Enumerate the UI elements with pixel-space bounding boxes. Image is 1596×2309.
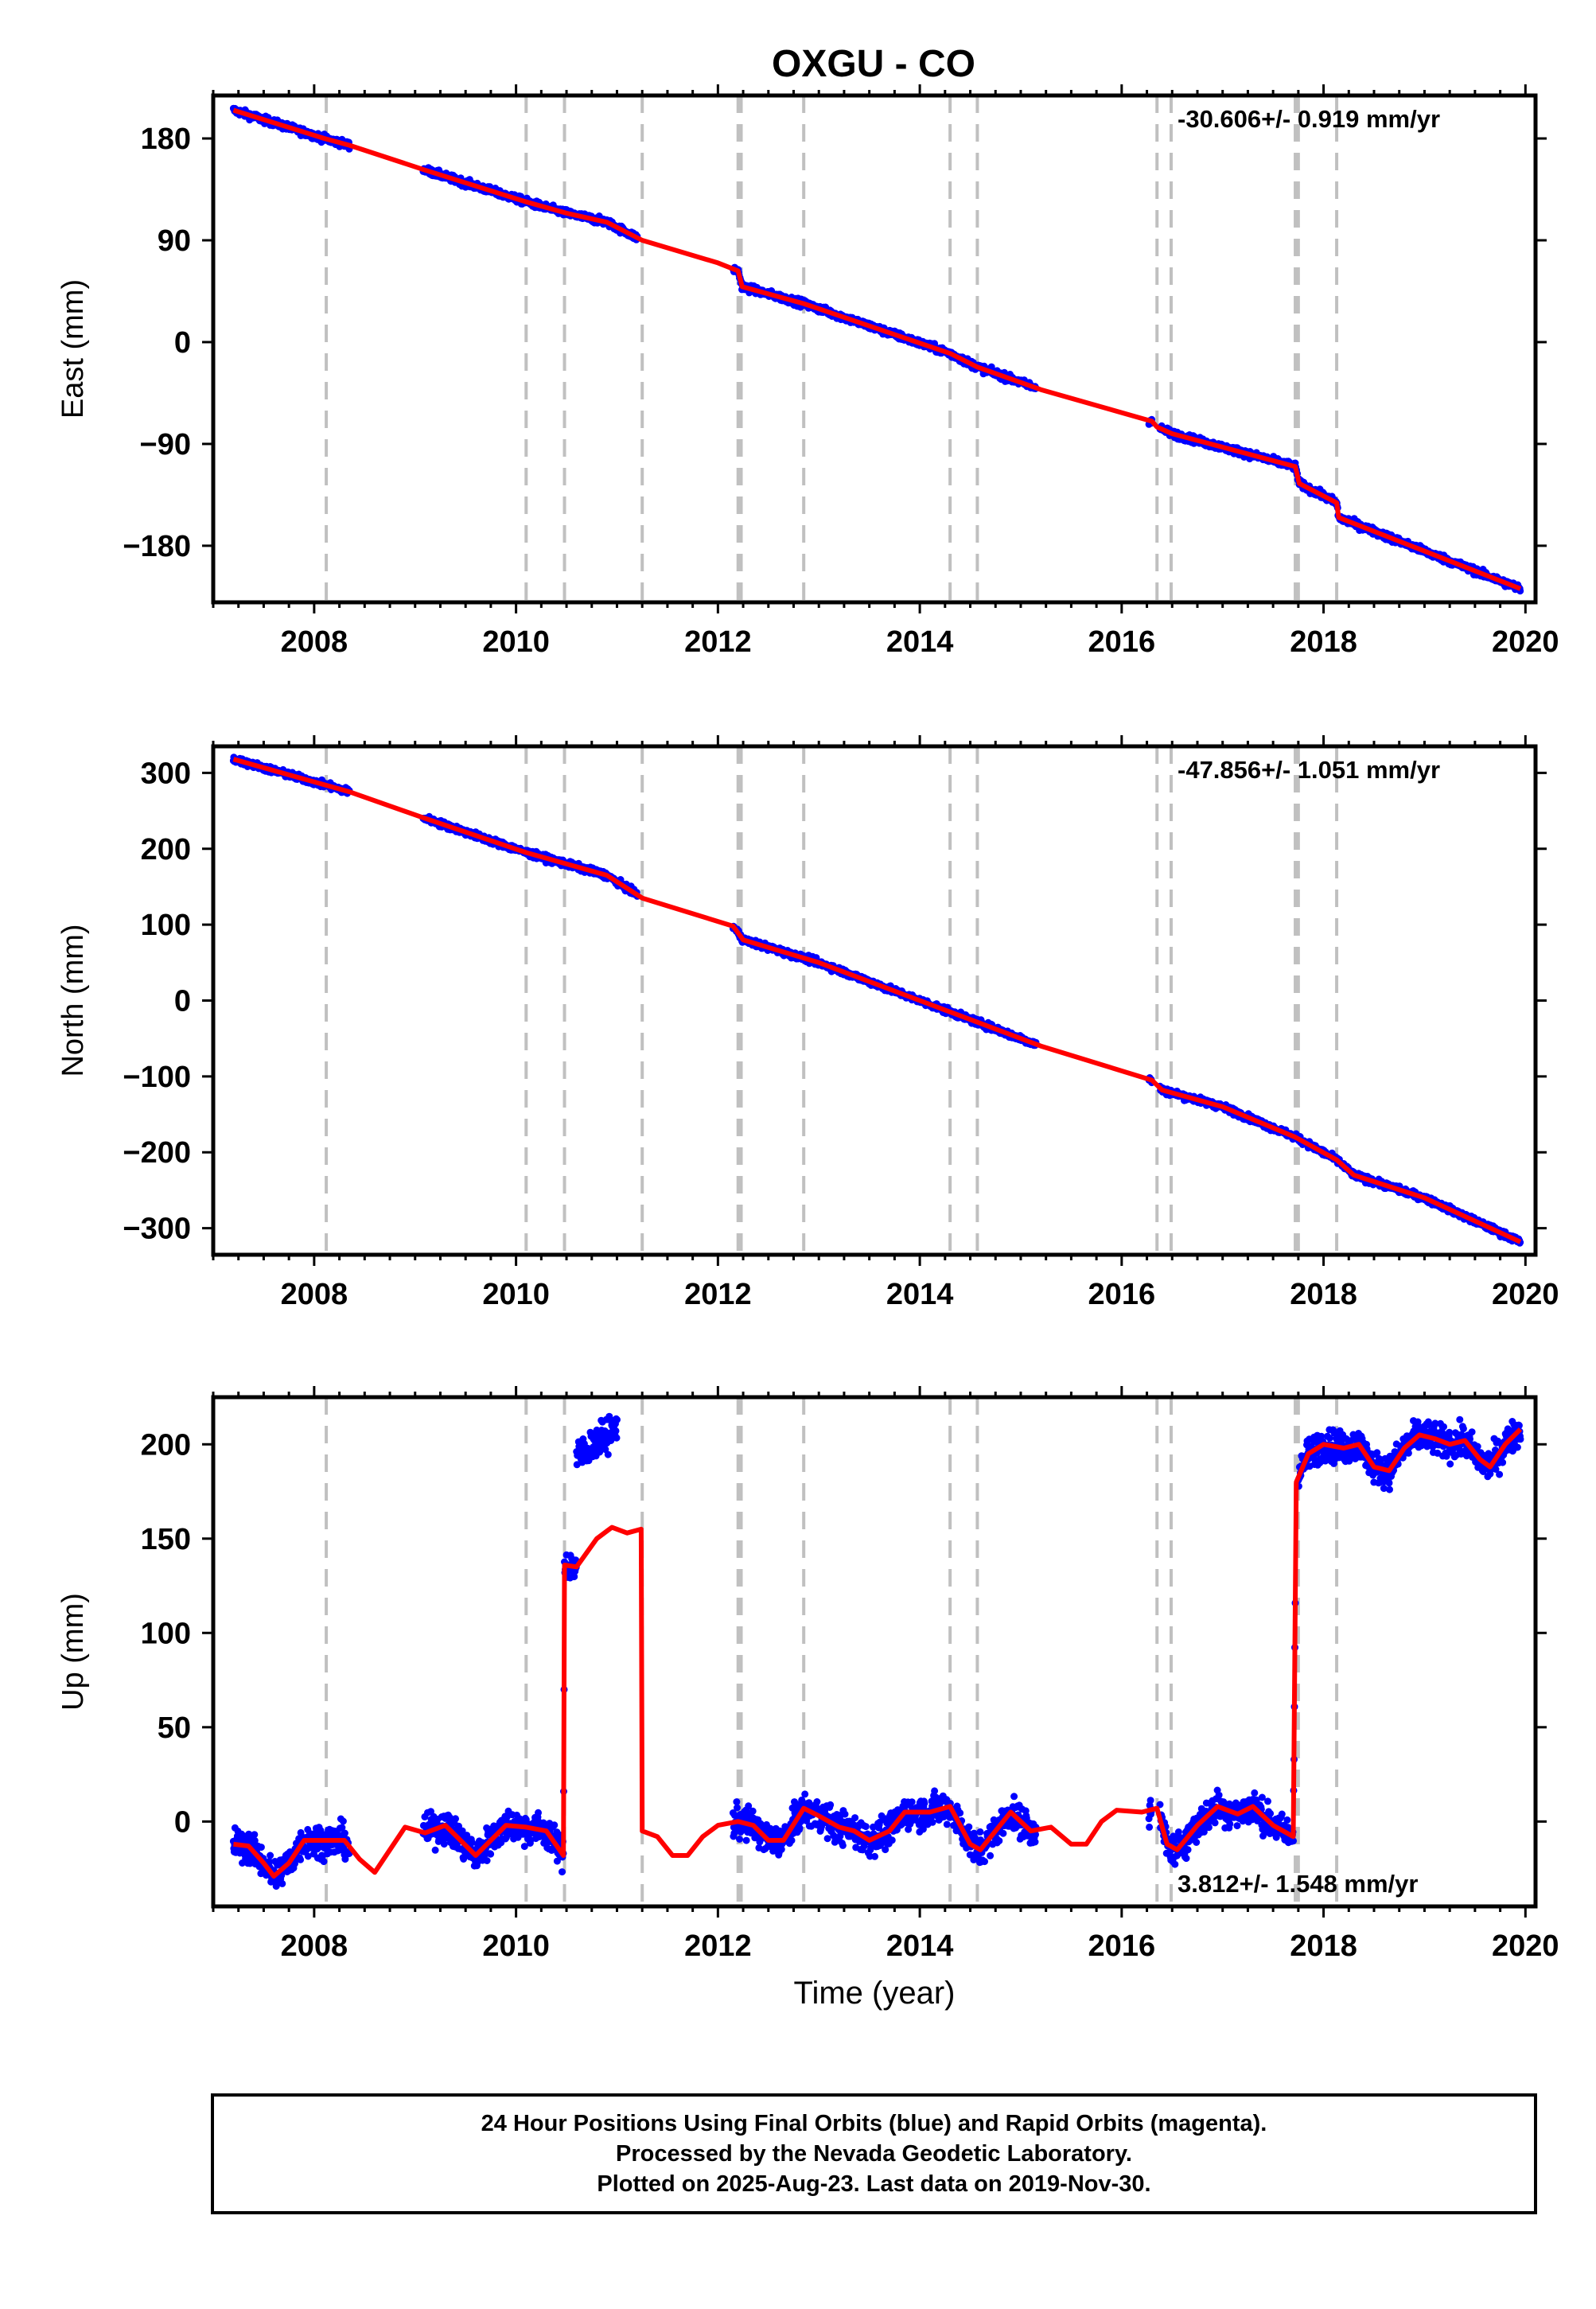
y-tick-label: −180 (123, 530, 191, 563)
rate-annotation: 3.812+/- 1.548 mm/yr (1178, 1870, 1418, 1898)
x-tick-label: 2016 (1088, 625, 1156, 659)
x-tick-label: 2008 (281, 1929, 348, 1963)
figure-title: OXGU - CO (772, 43, 975, 85)
y-axis-label: North (mm) (56, 924, 90, 1077)
panel-east: 2008 2010 2012 2014 2016 2018 2020 −180 −90 0 90 18… (56, 84, 1559, 659)
x-tick-label: 2010 (482, 1929, 550, 1963)
model-line (233, 1427, 1523, 1879)
x-tick-label: 2018 (1290, 1929, 1357, 1963)
y-tick-label: 50 (158, 1711, 191, 1745)
y-tick-label: 100 (141, 1617, 191, 1650)
y-tick-label: 0 (174, 985, 191, 1018)
y-tick-label: 200 (141, 833, 191, 866)
model-line (232, 757, 1522, 1244)
y-tick-label: 150 (141, 1523, 191, 1556)
x-tick-label: 2016 (1088, 1278, 1156, 1311)
x-tick-label: 2014 (886, 625, 954, 659)
x-tick-label: 2012 (684, 1278, 752, 1311)
y-tick-label: 0 (174, 1805, 191, 1839)
x-axis-label: Time (year) (794, 1976, 956, 2011)
x-tick-label: 2020 (1492, 1278, 1559, 1311)
position-points (229, 753, 1524, 1247)
y-tick-label: 180 (141, 123, 191, 156)
panel-north: 2008 2010 2012 2014 2016 2018 2020 −300 −200 −100… (56, 735, 1559, 1311)
plot-frame (211, 1395, 1538, 1909)
point-cloud (229, 753, 1524, 1247)
y-tick-label: −300 (123, 1213, 191, 1246)
y-axis-label: East (mm) (56, 279, 90, 419)
x-tick-label: 2014 (886, 1278, 954, 1311)
y-tick-label: −100 (123, 1061, 191, 1094)
x-tick-label: 2008 (281, 1278, 348, 1311)
y-tick-label: 100 (141, 909, 191, 942)
x-tick-label: 2010 (482, 1278, 550, 1311)
y-tick-label: −90 (140, 428, 191, 461)
x-tick-label: 2020 (1492, 625, 1559, 659)
x-tick-label: 2018 (1290, 625, 1357, 659)
x-tick-label: 2016 (1088, 1929, 1156, 1963)
caption-line-3: Plotted on 2025-Aug-23. Last data on 201… (597, 2171, 1151, 2197)
y-tick-label: 0 (174, 326, 191, 360)
caption-box: 24 Hour Positions Using Final Orbits (bl… (211, 2093, 1537, 2214)
x-tick-label: 2020 (1492, 1929, 1559, 1963)
panel-up: 2008 2010 2012 2014 2016 2018 2020 0 50 100 150 200… (56, 1386, 1559, 2011)
x-tick-label: 2014 (886, 1929, 954, 1963)
y-tick-label: −200 (123, 1136, 191, 1170)
position-points (229, 1412, 1524, 1890)
rate-annotation: -30.606+/- 0.919 mm/yr (1178, 105, 1440, 133)
point-cloud (229, 104, 1524, 595)
y-tick-label: 200 (141, 1428, 191, 1462)
x-tick-label: 2018 (1290, 1278, 1357, 1311)
caption-line-2: Processed by the Nevada Geodetic Laborat… (616, 2141, 1132, 2167)
point-cloud (229, 1412, 1524, 1890)
x-tick-label: 2008 (281, 625, 348, 659)
y-axis-label: Up (mm) (56, 1593, 90, 1711)
y-tick-label: 300 (141, 757, 191, 790)
y-tick-label: 90 (158, 224, 191, 258)
plot-frame (211, 93, 1538, 605)
caption-line-1: 24 Hour Positions Using Final Orbits (bl… (481, 2111, 1267, 2136)
model-line (232, 107, 1522, 591)
x-tick-label: 2012 (684, 625, 752, 659)
position-points (229, 104, 1524, 595)
rate-annotation: -47.856+/- 1.051 mm/yr (1178, 756, 1440, 784)
x-tick-label: 2010 (482, 625, 550, 659)
x-tick-label: 2012 (684, 1929, 752, 1963)
